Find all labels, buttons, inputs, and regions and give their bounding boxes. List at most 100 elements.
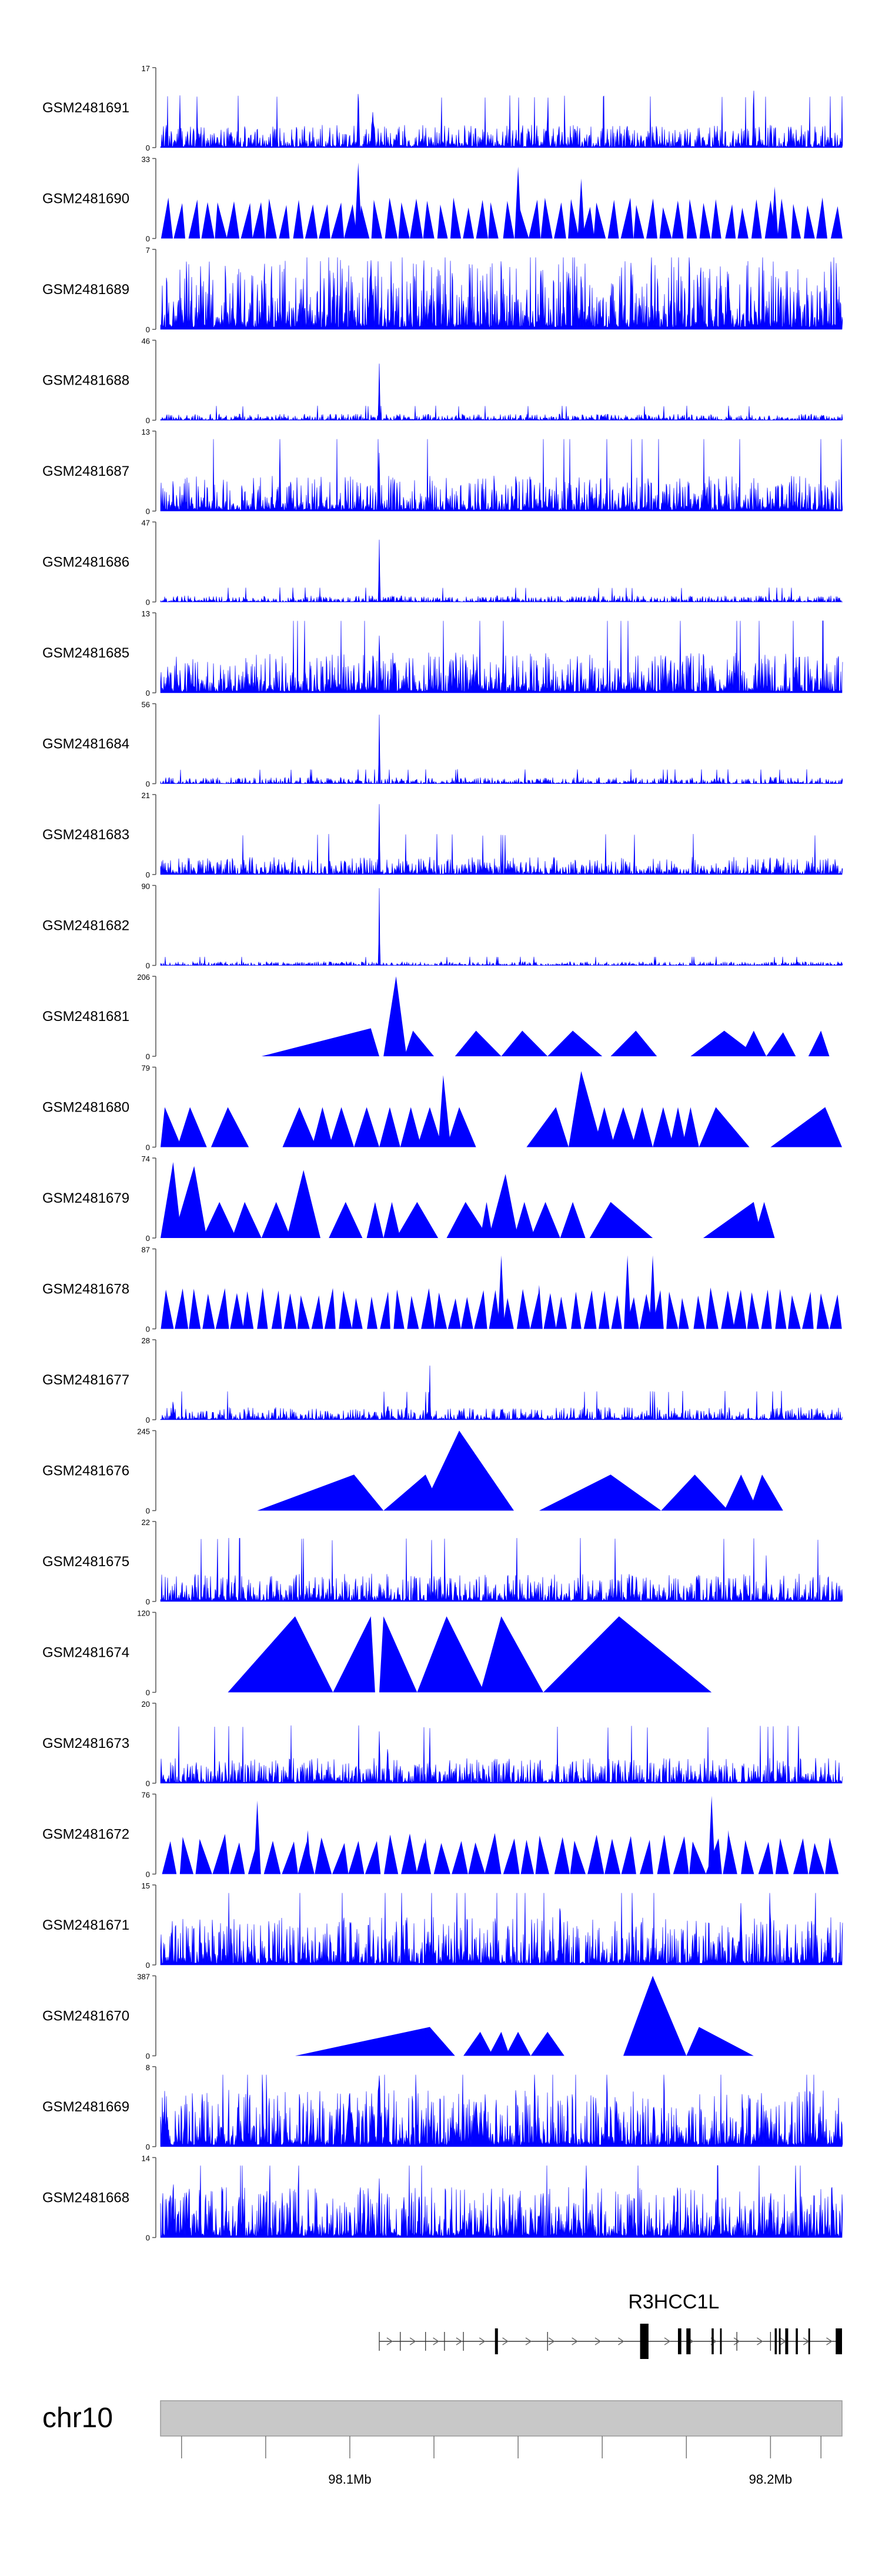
coverage-area xyxy=(160,1893,843,1966)
strand-arrow xyxy=(409,2337,416,2345)
coverage-peak xyxy=(766,1032,796,1056)
coverage-peak xyxy=(422,1838,429,1874)
coverage-peak xyxy=(621,1836,636,1874)
coverage-area xyxy=(160,2165,843,2238)
exon xyxy=(779,2328,781,2354)
y-zero-label: 0 xyxy=(146,689,150,698)
coverage-peak xyxy=(455,1030,502,1056)
coverage-peak xyxy=(460,1297,473,1329)
coverage-peak xyxy=(589,1202,653,1238)
axis-tick-label: 98.2Mb xyxy=(749,2472,792,2487)
coverage-peak xyxy=(452,1841,468,1874)
exon xyxy=(686,2328,691,2354)
coverage-peak xyxy=(724,1474,758,1511)
coverage-peak xyxy=(535,1836,549,1874)
track-GSM2481687: GSM2481687 13 0 xyxy=(42,428,843,516)
y-max-label: 7 xyxy=(146,246,150,255)
coverage-peak xyxy=(433,1843,450,1874)
coverage-peak xyxy=(421,1288,435,1329)
coverage-peak xyxy=(516,1289,530,1329)
coverage-peak xyxy=(379,1616,417,1693)
coverage-peak xyxy=(761,1289,772,1329)
track-label: GSM2481679 xyxy=(42,1190,129,1206)
track-GSM2481685: GSM2481685 13 0 xyxy=(42,609,843,698)
coverage-peak xyxy=(733,1290,747,1329)
coverage-peak xyxy=(587,1834,604,1874)
coverage-peak xyxy=(447,1298,461,1329)
coverage-peak xyxy=(554,202,566,239)
coverage-peak xyxy=(708,1796,716,1874)
coverage-area xyxy=(160,1537,843,1602)
coverage-peak xyxy=(474,1290,487,1329)
axis-ticks xyxy=(181,2436,821,2458)
strand-arrow xyxy=(733,2337,740,2345)
coverage-peak xyxy=(396,1202,439,1238)
strand-arrow xyxy=(433,2337,439,2345)
coverage-peak xyxy=(393,1289,405,1329)
coverage-peak xyxy=(775,1289,787,1329)
coverage-peak xyxy=(383,976,407,1056)
coverage-peak xyxy=(311,1295,323,1329)
track-GSM2481680: GSM2481680 79 0 xyxy=(42,1064,842,1152)
coverage-peak xyxy=(161,198,173,239)
track-GSM2481676: GSM2481676 245 0 xyxy=(42,1427,783,1516)
coverage-area xyxy=(160,439,843,512)
coverage-peak xyxy=(330,202,345,239)
coverage-peak xyxy=(319,204,330,239)
coverage-peak xyxy=(161,1107,182,1147)
track-label: GSM2481671 xyxy=(42,1917,129,1933)
coverage-peak xyxy=(539,1474,662,1511)
coverage-peak xyxy=(383,1202,400,1238)
coverage-peak xyxy=(816,197,827,239)
track-label: GSM2481673 xyxy=(42,1736,129,1751)
y-max-label: 17 xyxy=(142,64,150,73)
coverage-peak xyxy=(751,199,762,239)
coverage-peak xyxy=(770,1107,842,1147)
coverage-peak xyxy=(570,1840,586,1874)
coverage-peak xyxy=(371,199,382,239)
coverage-peak xyxy=(366,1202,384,1238)
coverage-peak xyxy=(741,1030,767,1056)
coverage-peak xyxy=(179,1837,193,1874)
track-label: GSM2481685 xyxy=(42,645,129,661)
strand-arrow xyxy=(826,2337,833,2345)
y-max-label: 387 xyxy=(137,1973,150,1981)
coverage-area xyxy=(160,539,843,603)
coverage-peak xyxy=(215,202,228,239)
y-max-label: 13 xyxy=(142,609,150,618)
coverage-peak xyxy=(604,1838,620,1874)
coverage-peak xyxy=(240,203,253,239)
coverage-peak xyxy=(514,1202,535,1238)
track-GSM2481671: GSM2481671 15 0 xyxy=(42,1881,843,1970)
coverage-peak xyxy=(804,205,815,239)
exon xyxy=(720,2328,722,2354)
y-zero-label: 0 xyxy=(146,1597,150,1606)
track-label: GSM2481676 xyxy=(42,1463,129,1479)
y-max-label: 28 xyxy=(142,1336,150,1345)
y-max-label: 76 xyxy=(142,1791,150,1800)
coverage-peak xyxy=(488,202,499,239)
coverage-peak xyxy=(305,204,318,239)
gene-track: R3HCC1L xyxy=(379,2291,842,2359)
coverage-peak xyxy=(502,1298,514,1329)
coverage-peak xyxy=(530,2031,564,2056)
coverage-peak xyxy=(569,1071,603,1147)
track-GSM2481682: GSM2481682 90 0 xyxy=(42,882,843,970)
coverage-peak xyxy=(315,1837,332,1874)
coverage-peak xyxy=(354,1107,379,1147)
coverage-peak xyxy=(446,1202,489,1238)
y-max-label: 20 xyxy=(142,1700,150,1709)
track-label: GSM2481683 xyxy=(42,827,129,843)
y-max-label: 245 xyxy=(137,1427,150,1436)
track-GSM2481683: GSM2481683 21 0 xyxy=(42,791,843,879)
y-max-label: 47 xyxy=(142,519,150,528)
strand-arrow xyxy=(572,2337,578,2345)
coverage-peak xyxy=(610,1030,657,1056)
coverage-peak xyxy=(530,1202,560,1238)
coverage-peak xyxy=(620,198,634,239)
coverage-peak xyxy=(400,1107,422,1147)
y-max-label: 79 xyxy=(142,1064,150,1073)
coverage-tracks: GSM2481691170GSM2481690330GSM248168970GS… xyxy=(42,64,843,2243)
y-max-label: 74 xyxy=(142,1154,150,1163)
track-GSM2481689: GSM2481689 7 0 xyxy=(42,246,843,334)
